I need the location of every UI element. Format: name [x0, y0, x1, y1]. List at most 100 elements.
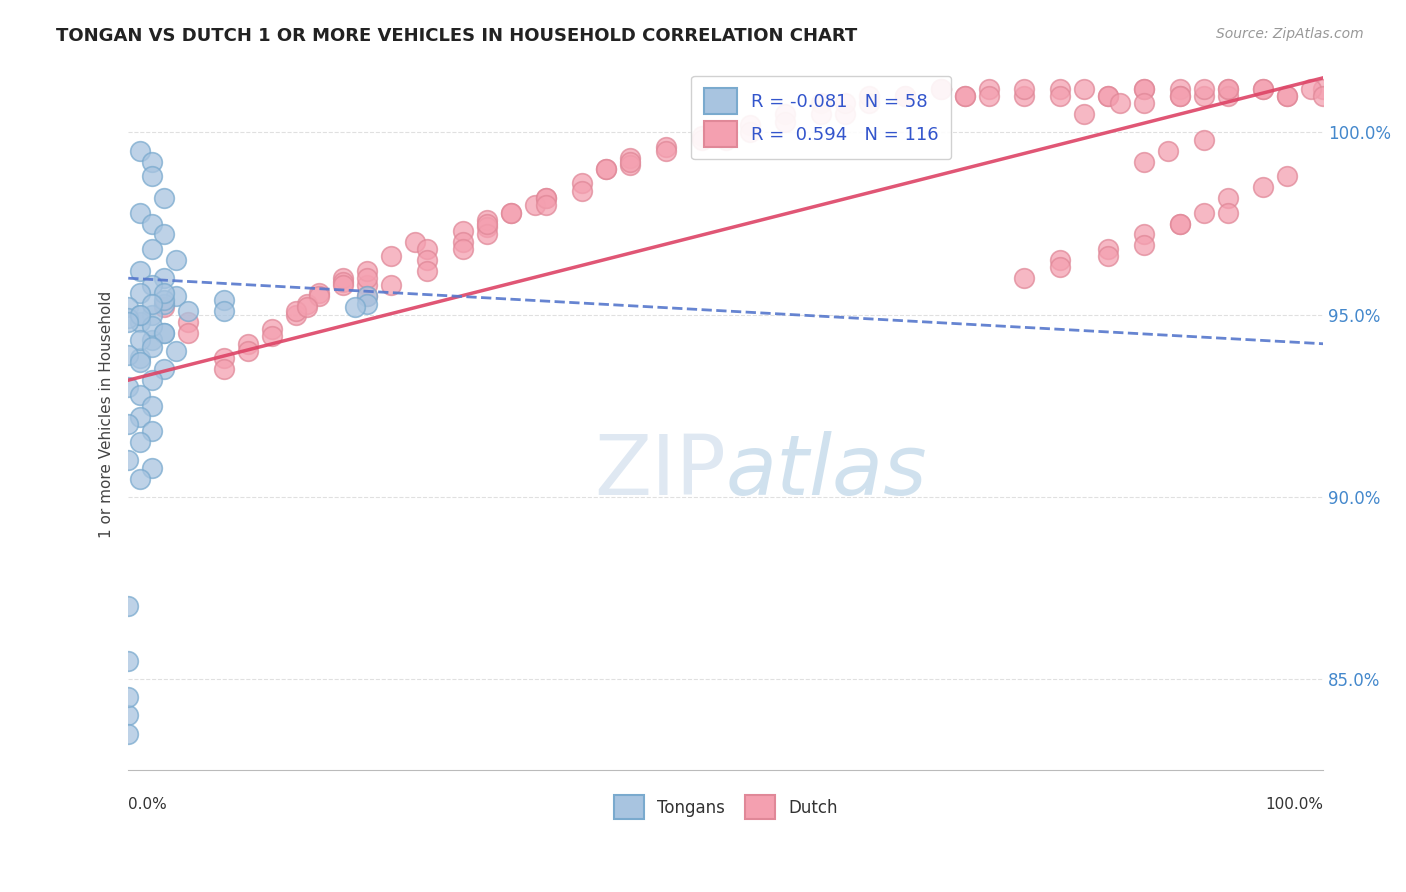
- Point: [929, 81, 952, 95]
- Point: [129, 409, 152, 424]
- Point: [356, 271, 378, 285]
- Point: [129, 308, 152, 322]
- Point: [595, 161, 617, 176]
- Point: [1216, 205, 1239, 219]
- Point: [1014, 89, 1036, 103]
- Point: [153, 293, 176, 307]
- Point: [344, 301, 367, 315]
- Point: [117, 315, 139, 329]
- Point: [499, 205, 522, 219]
- Point: [1049, 89, 1071, 103]
- Point: [141, 242, 163, 256]
- Point: [1073, 107, 1095, 121]
- Point: [775, 107, 797, 121]
- Point: [416, 252, 439, 267]
- Point: [129, 144, 152, 158]
- Point: [1168, 217, 1191, 231]
- Point: [619, 154, 641, 169]
- Point: [297, 296, 319, 310]
- Point: [212, 362, 235, 376]
- Point: [153, 326, 176, 340]
- Point: [141, 340, 163, 354]
- Point: [1097, 89, 1119, 103]
- Point: [129, 308, 152, 322]
- Y-axis label: 1 or more Vehicles in Household: 1 or more Vehicles in Household: [100, 291, 114, 539]
- Point: [1133, 96, 1156, 111]
- Point: [153, 362, 176, 376]
- Point: [1133, 81, 1156, 95]
- Point: [284, 304, 307, 318]
- Point: [858, 96, 880, 111]
- Point: [451, 242, 474, 256]
- Point: [1253, 81, 1275, 95]
- Point: [141, 169, 163, 184]
- Point: [1216, 81, 1239, 95]
- Point: [212, 293, 235, 307]
- Point: [141, 460, 163, 475]
- Point: [129, 355, 152, 369]
- Point: [690, 133, 713, 147]
- Point: [153, 296, 176, 310]
- Point: [177, 326, 200, 340]
- Point: [356, 296, 378, 310]
- Point: [571, 177, 593, 191]
- Point: [236, 344, 259, 359]
- Point: [1312, 89, 1334, 103]
- Point: [177, 304, 200, 318]
- Point: [129, 351, 152, 366]
- Point: [1157, 144, 1180, 158]
- Point: [129, 264, 152, 278]
- Point: [117, 654, 139, 668]
- Point: [1014, 271, 1036, 285]
- Point: [690, 129, 713, 144]
- Point: [117, 599, 139, 613]
- Point: [332, 278, 354, 293]
- Point: [141, 373, 163, 387]
- Point: [117, 301, 139, 315]
- Point: [619, 151, 641, 165]
- Point: [380, 249, 402, 263]
- Point: [129, 435, 152, 450]
- Text: 0.0%: 0.0%: [128, 797, 167, 812]
- Point: [1133, 81, 1156, 95]
- Point: [451, 235, 474, 249]
- Point: [1168, 217, 1191, 231]
- Point: [141, 278, 163, 293]
- Point: [775, 114, 797, 128]
- Text: 100.0%: 100.0%: [1265, 797, 1323, 812]
- Point: [655, 144, 678, 158]
- Point: [1192, 133, 1215, 147]
- Point: [308, 289, 330, 303]
- Point: [894, 89, 917, 103]
- Point: [1097, 89, 1119, 103]
- Point: [894, 89, 917, 103]
- Point: [1192, 81, 1215, 95]
- Point: [977, 89, 1000, 103]
- Point: [117, 417, 139, 431]
- Point: [714, 125, 737, 139]
- Point: [129, 388, 152, 402]
- Text: TONGAN VS DUTCH 1 OR MORE VEHICLES IN HOUSEHOLD CORRELATION CHART: TONGAN VS DUTCH 1 OR MORE VEHICLES IN HO…: [56, 27, 858, 45]
- Point: [1277, 169, 1299, 184]
- Point: [117, 380, 139, 394]
- Point: [416, 242, 439, 256]
- Point: [165, 289, 187, 303]
- Point: [212, 304, 235, 318]
- Point: [953, 89, 976, 103]
- Point: [356, 278, 378, 293]
- Point: [129, 333, 152, 347]
- Point: [1097, 242, 1119, 256]
- Point: [858, 89, 880, 103]
- Point: [236, 336, 259, 351]
- Point: [141, 333, 163, 347]
- Point: [929, 81, 952, 95]
- Point: [738, 118, 761, 132]
- Point: [834, 107, 856, 121]
- Point: [117, 311, 139, 326]
- Point: [141, 217, 163, 231]
- Point: [141, 308, 163, 322]
- Point: [1192, 89, 1215, 103]
- Point: [655, 140, 678, 154]
- Point: [1253, 81, 1275, 95]
- Point: [475, 217, 498, 231]
